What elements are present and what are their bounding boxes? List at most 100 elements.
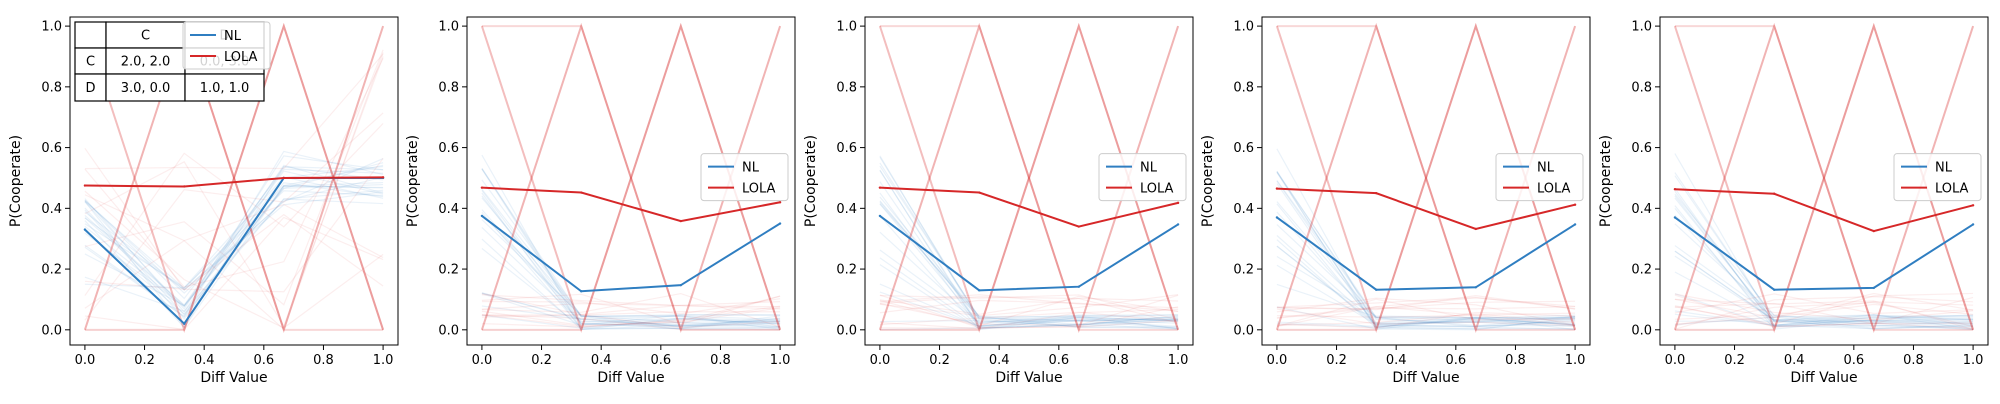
data-point-lola [1773, 192, 1776, 195]
legend-box [182, 21, 271, 70]
faint-nl-trajectory [481, 238, 781, 330]
x-axis-label: Diff Value [995, 370, 1062, 386]
data-point-lola [679, 219, 682, 223]
faint-nl-trajectory [481, 197, 781, 330]
chart-panel-3: 0.0 0.2 0.4 0.6 0.8 1.0 0.0 0.2 0.4 0.6 0.8 1.0 Diff… [803, 16, 1194, 386]
faint-nl-trajectory [84, 190, 384, 289]
data-point-lola [1275, 187, 1279, 190]
faint-nl-trajectory [1276, 171, 1576, 328]
plot-area [1275, 22, 1577, 334]
y-axis-label: P(Cooperate) [8, 135, 24, 227]
x-axis-label: Diff Value [1392, 370, 1459, 386]
faint-nl-trajectory [879, 170, 1179, 327]
faint-nl-trajectory [1674, 250, 1974, 321]
y-tick-label: 0.0 [836, 323, 857, 338]
axes-frame [69, 16, 399, 346]
chart-panel-1: 0.0 0.2 0.4 0.6 0.8 1.0 0.0 0.2 0.4 0.6 0.8 1.0 Diff… [8, 16, 399, 386]
y-tick-label: 0.6 [41, 141, 62, 156]
legend-box [1098, 153, 1187, 202]
faint-lola-trajectory [1674, 293, 1974, 315]
faint-nl-trajectory [1276, 170, 1576, 323]
x-tick-label: 0.2 [134, 353, 155, 368]
faint-nl-trajectory [481, 292, 781, 327]
faint-nl-trajectory [1276, 264, 1576, 328]
x-tick-label: 0.8 [313, 353, 334, 368]
faint-nl-trajectory [481, 209, 781, 330]
data-point-nl [778, 222, 782, 225]
faint-nl-trajectory [1674, 175, 1974, 328]
y-tick-label: 1.0 [836, 20, 857, 35]
faint-nl-trajectory [84, 198, 384, 312]
y-tick-label: 0.4 [1631, 202, 1652, 217]
faint-lola-trajectory [1276, 311, 1576, 329]
faint-nl-trajectory [1674, 223, 1974, 330]
faint-nl-trajectory [481, 227, 781, 325]
faint-lola-trajectory [481, 293, 781, 316]
data-point-nl [1573, 223, 1577, 226]
faint-nl-trajectory [1276, 245, 1576, 327]
x-tick-label: 0.4 [989, 353, 1010, 368]
data-point-nl [679, 283, 682, 287]
y-tick-label: 0.0 [41, 323, 62, 338]
sawtooth-trace [879, 25, 1179, 331]
faint-nl-trajectory [1674, 214, 1974, 331]
faint-lola-trajectory [879, 297, 1179, 315]
plot-area [878, 22, 1180, 334]
data-point-lola [1375, 191, 1378, 195]
faint-nl-trajectory [1674, 245, 1974, 321]
chart-panel-5: 0.0 0.2 0.4 0.6 0.8 1.0 0.0 0.2 0.4 0.6 0.8 1.0 Diff… [1598, 16, 1989, 386]
data-point-nl [1375, 288, 1378, 291]
faint-lola-trajectory [1674, 292, 1974, 319]
faint-lola-trajectory [481, 292, 781, 328]
y-tick-label: 0.2 [1233, 263, 1254, 278]
y-axis-label: P(Cooperate) [1598, 135, 1614, 227]
y-tick-label: 0.8 [836, 80, 857, 95]
faint-nl-trajectory [481, 167, 781, 326]
faint-nl-trajectory [481, 305, 781, 330]
faint-lola-trajectory [879, 294, 1179, 321]
axes-frame [1659, 16, 1989, 346]
faint-nl-trajectory [1276, 180, 1576, 324]
y-tick-label: 1.0 [41, 20, 62, 35]
faint-nl-trajectory [481, 292, 781, 327]
faint-lola-trajectory [1276, 308, 1576, 327]
series-line-lola [84, 176, 384, 188]
faint-nl-trajectory [481, 314, 781, 331]
legend-label-nl: NL [1140, 161, 1158, 176]
faint-nl-trajectory [481, 190, 781, 327]
data-point-lola [480, 186, 484, 189]
series-line-lola [1674, 188, 1974, 233]
x-tick-label: 0.2 [1724, 353, 1745, 368]
faint-nl-trajectory [481, 247, 781, 328]
faint-nl-trajectory [879, 319, 1179, 328]
series-line-nl [879, 215, 1179, 292]
y-tick-label: 0.4 [1233, 202, 1254, 217]
faint-nl-trajectory [1276, 148, 1576, 328]
legend: NL LOLA [1098, 153, 1187, 202]
legend-box [700, 153, 789, 202]
faint-nl-trajectory [1674, 205, 1974, 330]
faint-lola-trajectory [84, 112, 384, 321]
legend: NL LOLA [182, 21, 271, 70]
faint-lola-trajectory [1674, 298, 1974, 331]
faint-lola-trajectory [879, 296, 1179, 324]
data-point-lola [1176, 201, 1180, 205]
y-tick-label: 1.0 [438, 20, 459, 35]
faint-lola-trajectory [84, 194, 384, 259]
axes-frame [1261, 16, 1591, 346]
series-line-nl [1674, 216, 1974, 291]
faint-nl-trajectory [1276, 245, 1576, 325]
y-tick-label: 0.6 [1233, 141, 1254, 156]
x-axis-label: Diff Value [1790, 370, 1857, 386]
table-cell [105, 47, 186, 75]
faint-lola-trajectory [481, 293, 781, 325]
data-point-lola [878, 186, 882, 189]
faint-nl-trajectory [1276, 317, 1576, 328]
faint-nl-trajectory [879, 323, 1179, 331]
legend-box [1495, 153, 1584, 202]
faint-lola-trajectory [1276, 300, 1576, 310]
data-point-nl [1673, 216, 1677, 219]
faint-lola-trajectory [879, 294, 1179, 326]
faint-nl-trajectory [1276, 224, 1576, 321]
faint-lola-trajectory [481, 294, 781, 310]
